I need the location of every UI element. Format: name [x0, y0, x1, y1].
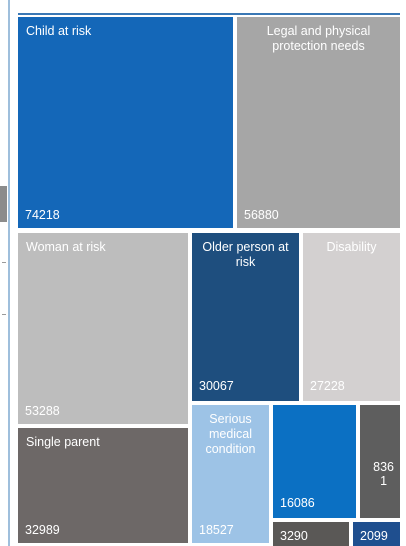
left-tick-mark: [2, 314, 6, 315]
treemap-tile: 2099: [353, 522, 400, 546]
treemap-tile-value: 836 1: [373, 460, 394, 488]
treemap-tile-value: 27228: [310, 379, 345, 393]
treemap-tile-value: 53288: [25, 404, 60, 418]
treemap-tile-value: 30067: [199, 379, 234, 393]
treemap-tile: Child at risk 74218: [18, 17, 233, 228]
treemap-tile: 16086: [273, 405, 356, 518]
treemap-tile-value: 74218: [25, 208, 60, 222]
treemap-tile: 836 1: [360, 405, 400, 518]
treemap-tile-label: Single parent: [26, 435, 100, 449]
treemap-tile: 3290: [273, 522, 349, 546]
treemap-tile: Legal and physical protection needs 56880: [237, 17, 400, 228]
treemap-tile-label: Legal and physical protection needs: [266, 24, 371, 53]
treemap-tile-value: 16086: [280, 496, 315, 510]
left-border-line: [8, 0, 10, 546]
treemap-tile-label: Disability: [326, 240, 377, 254]
treemap-tile-label: Serious medical condition: [205, 412, 256, 456]
treemap-tile-label: Woman at risk: [26, 240, 106, 254]
treemap-tile: Serious medical condition 18527: [192, 405, 269, 543]
treemap-tile: Older person at risk 30067: [192, 233, 299, 401]
treemap-tile: Single parent 32989: [18, 428, 188, 543]
left-tick-mark: [2, 262, 6, 263]
treemap-tile-value: 18527: [199, 523, 234, 537]
treemap-tile-label: Child at risk: [26, 24, 92, 38]
treemap-tile-value: 32989: [25, 523, 60, 537]
left-tab-marker: [0, 186, 7, 222]
treemap-tile: Disability 27228: [303, 233, 400, 401]
treemap-tile-value: 2099: [360, 529, 388, 543]
treemap-tile: Woman at risk 53288: [18, 233, 188, 424]
top-border-line: [18, 13, 400, 15]
treemap-tile-label: Older person at risk: [202, 240, 289, 269]
treemap-tile-value: 3290: [280, 529, 308, 543]
treemap-tile-value: 56880: [244, 208, 279, 222]
